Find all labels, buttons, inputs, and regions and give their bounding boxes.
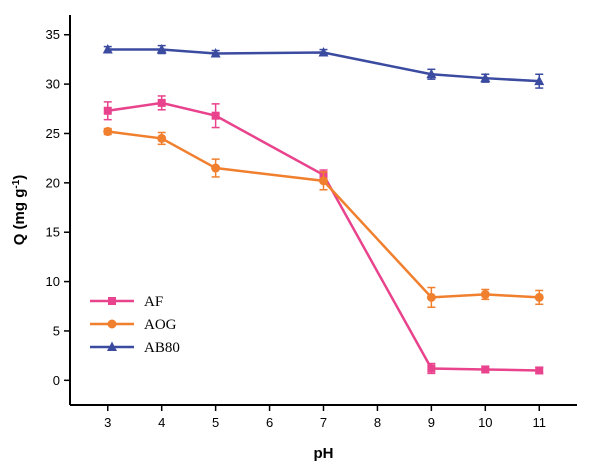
legend-item-af: AF <box>90 294 163 310</box>
data-point <box>102 44 113 54</box>
data-point <box>103 127 113 137</box>
x-tick-label: 11 <box>532 415 546 430</box>
x-tick-label: 10 <box>478 415 492 430</box>
series-group <box>102 44 545 375</box>
data-point <box>481 365 490 374</box>
data-point <box>480 72 491 83</box>
x-tick-label: 3 <box>104 415 111 430</box>
x-tick-label: 6 <box>266 415 273 430</box>
series-aog <box>103 127 544 309</box>
x-axis-title: pH <box>314 445 334 462</box>
y-tick-label: 20 <box>46 175 60 190</box>
legend-item-aog: AOG <box>90 317 177 333</box>
x-tick-label: 4 <box>158 415 165 430</box>
data-point <box>210 48 221 58</box>
data-point <box>156 44 167 54</box>
data-point <box>318 47 329 57</box>
series-ab80 <box>102 44 545 89</box>
y-axis-title: Q (mg g-1) <box>11 175 29 246</box>
data-point <box>157 133 167 143</box>
legend-marker <box>107 341 117 351</box>
legend-label: AF <box>144 294 163 310</box>
y-tick-label: 35 <box>46 27 60 42</box>
y-tick-label: 25 <box>46 126 60 141</box>
legend: AF AOG AB80 <box>90 294 180 356</box>
y-tick-label: 10 <box>46 274 60 289</box>
data-point <box>157 98 166 107</box>
y-axis-title-sup: -1 <box>11 179 22 188</box>
ticks: 3 4 5 6 7 8 9 10 11 0 5 10 15 20 25 30 35 <box>46 27 546 430</box>
legend-marker <box>108 297 116 305</box>
y-axis-title-close: ) <box>11 175 28 180</box>
y-tick-label: 5 <box>53 323 60 338</box>
data-point <box>426 68 437 79</box>
data-point <box>534 292 544 302</box>
y-tick-label: 30 <box>46 77 60 92</box>
data-point <box>319 176 328 186</box>
data-point <box>534 75 545 86</box>
series-line <box>107 130 540 299</box>
x-tick-label: 7 <box>320 415 327 430</box>
legend-marker <box>107 319 117 329</box>
legend-label: AOG <box>144 317 177 333</box>
x-tick-label: 5 <box>212 415 219 430</box>
data-point <box>427 364 436 373</box>
data-point <box>535 366 544 375</box>
x-tick-label: 8 <box>374 415 381 430</box>
legend-label: AB80 <box>144 340 180 356</box>
y-axis-title-main: Q (mg g <box>11 189 28 246</box>
y-tick-label: 15 <box>46 225 60 240</box>
y-tick-label: 0 <box>53 373 60 388</box>
data-point <box>103 106 112 115</box>
data-point <box>426 292 436 302</box>
x-tick-label: 9 <box>428 415 435 430</box>
data-point <box>211 163 221 173</box>
data-point <box>211 111 220 120</box>
data-point <box>480 289 490 299</box>
legend-item-ab80: AB80 <box>90 340 180 356</box>
